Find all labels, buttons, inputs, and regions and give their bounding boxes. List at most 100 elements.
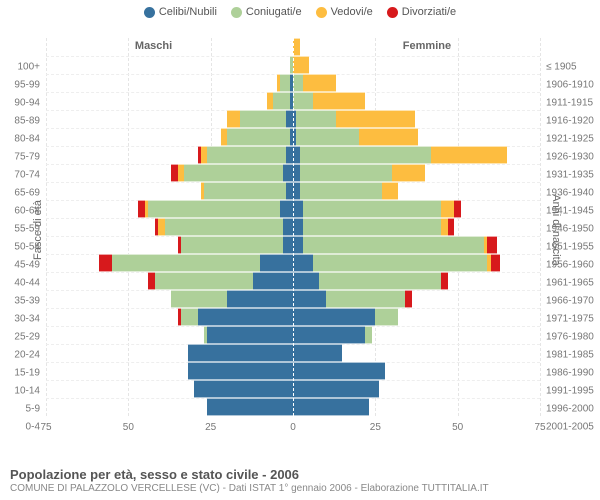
bar-male bbox=[46, 398, 293, 416]
birth-label: 1996-2000 bbox=[546, 404, 594, 415]
segment-celibi bbox=[198, 308, 294, 326]
segment-coniugati bbox=[303, 236, 484, 254]
segment-vedovi bbox=[178, 164, 185, 182]
segment-celibi bbox=[293, 218, 303, 236]
age-label: 25-29 bbox=[14, 332, 40, 343]
segment-coniugati bbox=[326, 290, 405, 308]
y-labels-birth: 2001-20051996-20001991-19951986-19901981… bbox=[542, 40, 600, 420]
segment-celibi bbox=[283, 218, 293, 236]
segment-celibi bbox=[227, 290, 293, 308]
bar-female bbox=[293, 218, 540, 236]
segment-vedovi bbox=[267, 92, 274, 110]
birth-label: 1971-1975 bbox=[546, 314, 594, 325]
age-label: 45-49 bbox=[14, 260, 40, 271]
birth-label: 1931-1935 bbox=[546, 170, 594, 181]
segment-vedovi bbox=[303, 74, 336, 92]
segment-coniugati bbox=[300, 146, 432, 164]
segment-vedovi bbox=[382, 182, 398, 200]
birth-label: 1981-1985 bbox=[546, 350, 594, 361]
birth-label: 1991-1995 bbox=[546, 386, 594, 397]
bar-male bbox=[46, 344, 293, 362]
birth-label: ≤ 1905 bbox=[546, 62, 577, 73]
segment-coniugati bbox=[155, 272, 254, 290]
bar-male bbox=[46, 236, 293, 254]
x-tick-label: 0 bbox=[290, 422, 296, 433]
legend-swatch bbox=[316, 7, 327, 18]
y-labels-age: 0-45-910-1415-1920-2425-2930-3435-3940-4… bbox=[0, 40, 44, 420]
segment-vedovi bbox=[158, 218, 165, 236]
age-label: 35-39 bbox=[14, 296, 40, 307]
segment-vedovi bbox=[441, 218, 448, 236]
segment-divorziati bbox=[171, 164, 178, 182]
segment-celibi bbox=[293, 326, 365, 344]
x-tick-label: 75 bbox=[534, 422, 545, 433]
age-label: 55-59 bbox=[14, 224, 40, 235]
chart-title: Popolazione per età, sesso e stato civil… bbox=[10, 467, 489, 482]
segment-celibi bbox=[293, 254, 313, 272]
bar-male bbox=[46, 164, 293, 182]
bar-female bbox=[293, 398, 540, 416]
bar-female bbox=[293, 92, 540, 110]
segment-celibi bbox=[253, 272, 293, 290]
bar-female bbox=[293, 380, 540, 398]
segment-divorziati bbox=[441, 272, 448, 290]
segment-celibi bbox=[293, 272, 319, 290]
age-label: 15-19 bbox=[14, 368, 40, 379]
age-label: 65-69 bbox=[14, 188, 40, 199]
age-label: 0-4 bbox=[26, 422, 40, 433]
segment-coniugati bbox=[112, 254, 260, 272]
birth-label: 1966-1970 bbox=[546, 296, 594, 307]
age-label: 100+ bbox=[17, 62, 40, 73]
bar-male bbox=[46, 128, 293, 146]
bar-female bbox=[293, 200, 540, 218]
bar-female bbox=[293, 254, 540, 272]
segment-celibi bbox=[188, 362, 293, 380]
segment-coniugati bbox=[280, 74, 290, 92]
segment-coniugati bbox=[184, 164, 283, 182]
segment-celibi bbox=[283, 164, 293, 182]
segment-celibi bbox=[207, 326, 293, 344]
segment-coniugati bbox=[365, 326, 372, 344]
birth-label: 1976-1980 bbox=[546, 332, 594, 343]
bar-female bbox=[293, 362, 540, 380]
segment-celibi bbox=[194, 380, 293, 398]
birth-label: 1961-1965 bbox=[546, 278, 594, 289]
segment-celibi bbox=[286, 182, 293, 200]
segment-coniugati bbox=[319, 272, 441, 290]
birth-label: 1921-1925 bbox=[546, 134, 594, 145]
age-label: 5-9 bbox=[26, 404, 40, 415]
segment-coniugati bbox=[227, 128, 290, 146]
segment-celibi bbox=[207, 398, 293, 416]
segment-coniugati bbox=[148, 200, 280, 218]
segment-coniugati bbox=[204, 182, 286, 200]
segment-divorziati bbox=[138, 200, 145, 218]
birth-label: 2001-2005 bbox=[546, 422, 594, 433]
bar-male bbox=[46, 290, 293, 308]
x-tick-label: 50 bbox=[452, 422, 463, 433]
legend-swatch bbox=[231, 7, 242, 18]
segment-vedovi bbox=[313, 92, 366, 110]
bar-female bbox=[293, 182, 540, 200]
bar-male bbox=[46, 74, 293, 92]
segment-celibi bbox=[286, 110, 293, 128]
segment-coniugati bbox=[296, 110, 336, 128]
birth-label: 1946-1950 bbox=[546, 224, 594, 235]
center-divider bbox=[293, 38, 294, 416]
segment-coniugati bbox=[165, 218, 284, 236]
legend-swatch bbox=[387, 7, 398, 18]
legend-label: Celibi/Nubili bbox=[159, 6, 217, 18]
x-tick-label: 50 bbox=[123, 422, 134, 433]
segment-divorziati bbox=[487, 236, 497, 254]
bar-female bbox=[293, 326, 540, 344]
birth-label: 1956-1960 bbox=[546, 260, 594, 271]
segment-celibi bbox=[188, 344, 293, 362]
bar-female bbox=[293, 110, 540, 128]
age-label: 90-94 bbox=[14, 98, 40, 109]
x-tick-label: 75 bbox=[40, 422, 51, 433]
segment-divorziati bbox=[448, 218, 455, 236]
legend-item: Coniugati/e bbox=[231, 6, 302, 18]
bar-male bbox=[46, 254, 293, 272]
legend-swatch bbox=[144, 7, 155, 18]
segment-coniugati bbox=[181, 236, 283, 254]
plot-area: Maschi Femmine bbox=[46, 38, 540, 416]
